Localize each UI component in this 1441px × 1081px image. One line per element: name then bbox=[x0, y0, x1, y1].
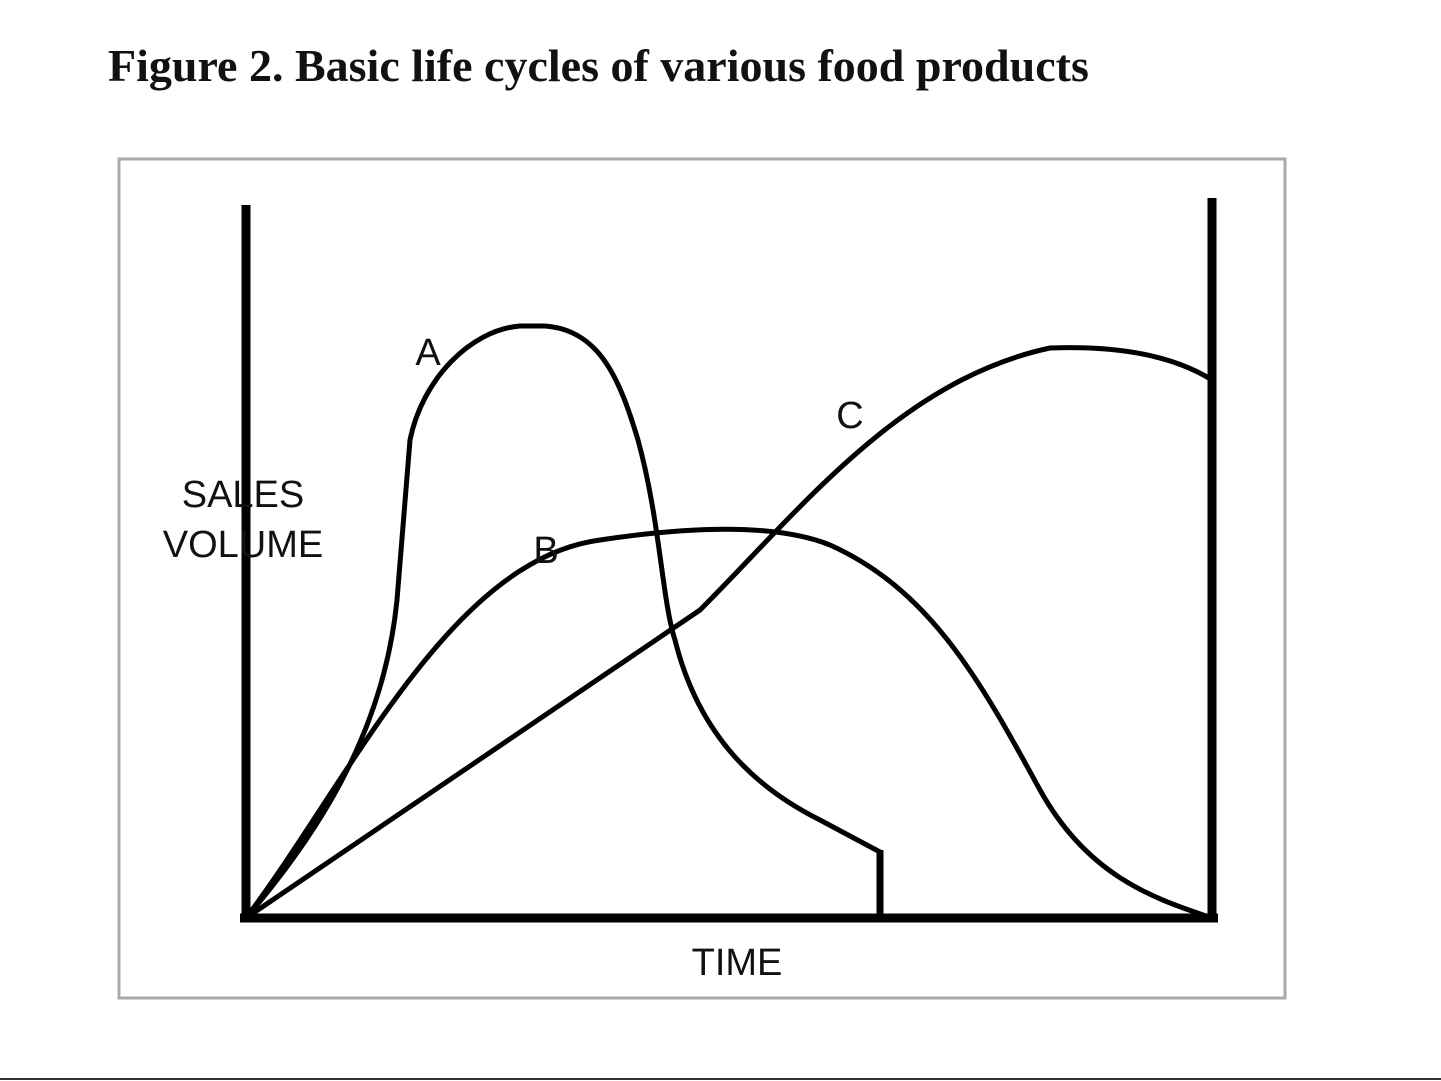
curve-c bbox=[244, 345, 1214, 921]
curve-label: C bbox=[836, 395, 863, 437]
frame bbox=[117, 157, 1287, 1000]
curve-label: A bbox=[415, 332, 441, 374]
curve-label: B bbox=[533, 530, 558, 572]
figure-title: Figure 2. Basic life cycles of various f… bbox=[108, 40, 1089, 91]
x-axis-label: TIME bbox=[692, 942, 783, 984]
curve-a bbox=[244, 323, 882, 920]
curve-b bbox=[244, 526, 1213, 921]
y-axis-label: SALES VOLUME bbox=[162, 474, 324, 566]
